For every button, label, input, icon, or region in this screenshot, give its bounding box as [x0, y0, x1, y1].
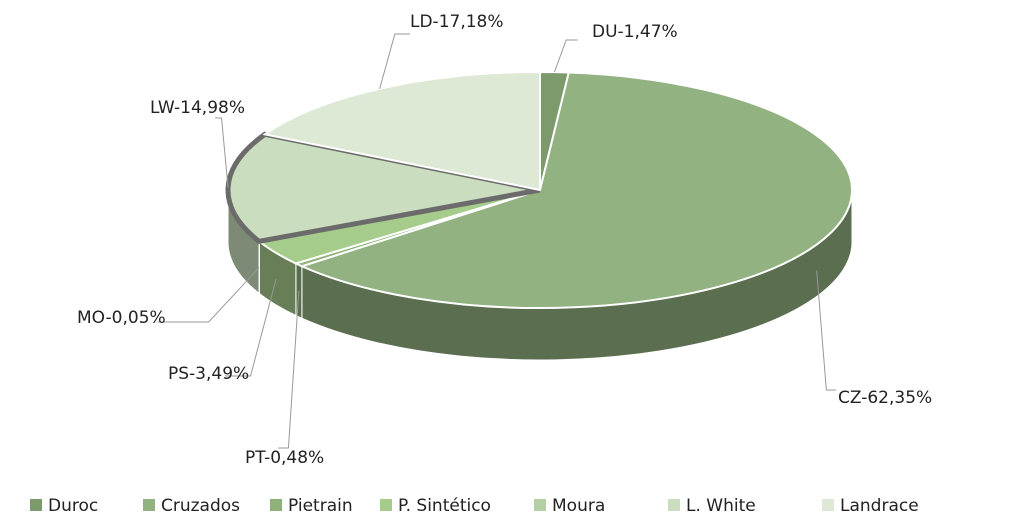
- legend-label: Cruzados: [161, 496, 240, 516]
- leader-line: [379, 33, 410, 89]
- legend-swatch: [534, 499, 546, 511]
- slice: [262, 70, 541, 192]
- data-label: CZ-62,35%: [838, 388, 932, 408]
- slice: [225, 131, 541, 244]
- leader-line: [215, 117, 229, 188]
- leader-line: [225, 278, 277, 377]
- leader-line: [158, 267, 260, 323]
- legend-swatch: [822, 499, 834, 511]
- legend-swatch: [270, 499, 282, 511]
- legend-swatch: [380, 499, 392, 511]
- leader-line: [816, 270, 836, 391]
- legend-label: Pietrain: [288, 496, 353, 516]
- data-label: LD-17,18%: [410, 12, 504, 32]
- legend-label: P. Sintético: [398, 496, 491, 516]
- leader-line: [278, 290, 300, 449]
- legend-label: Landrace: [840, 496, 919, 516]
- legend-label: L. White: [686, 496, 756, 516]
- legend-label: Moura: [552, 496, 605, 516]
- slice-side: [295, 262, 303, 320]
- data-label: PT-0,48%: [245, 448, 324, 468]
- data-label: MO-0,05%: [77, 308, 166, 328]
- leader-line: [553, 39, 578, 73]
- legend-swatch: [30, 499, 42, 511]
- legend-swatch: [668, 499, 680, 511]
- legend-label: Duroc: [48, 496, 98, 516]
- data-label: LW-14,98%: [150, 98, 245, 118]
- data-label: PS-3,49%: [168, 364, 249, 384]
- data-label: DU-1,47%: [592, 22, 678, 42]
- slice: [299, 71, 853, 309]
- legend-swatch: [143, 499, 155, 511]
